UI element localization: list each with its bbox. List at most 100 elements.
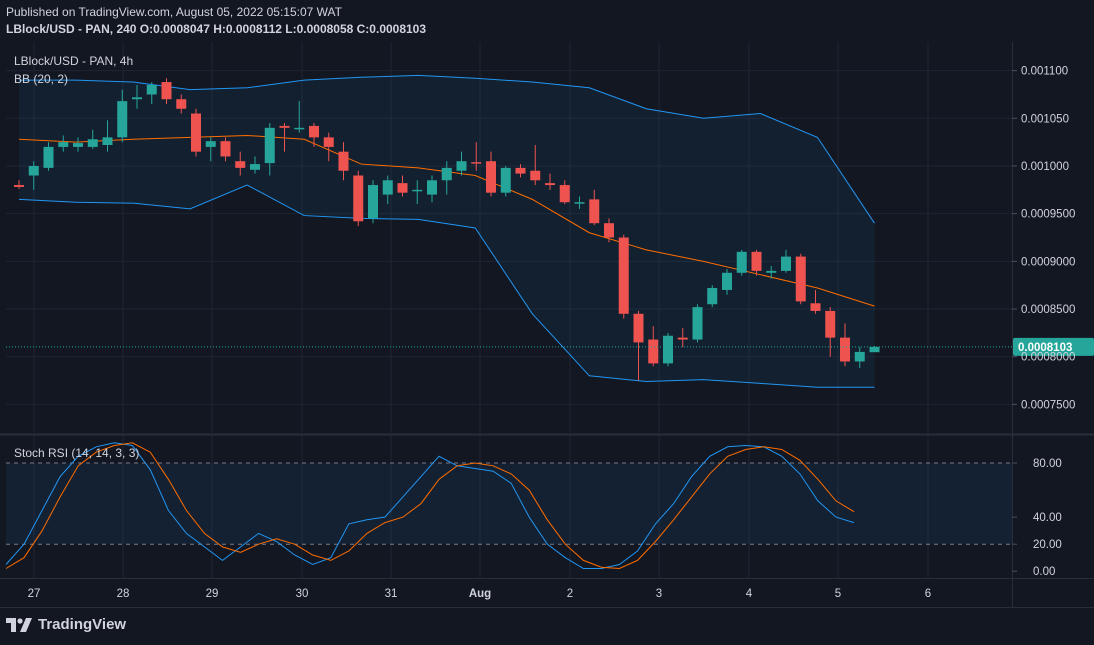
candle-body bbox=[456, 161, 467, 171]
candle bbox=[751, 249, 762, 276]
candle-body bbox=[58, 142, 69, 147]
bb-legend[interactable]: BB (20, 2) bbox=[14, 72, 69, 86]
candle bbox=[545, 173, 555, 190]
tradingview-footer[interactable]: TradingView bbox=[6, 616, 126, 633]
candle-body bbox=[382, 180, 393, 195]
candle-body bbox=[250, 164, 260, 170]
candle bbox=[250, 156, 260, 174]
candle bbox=[73, 137, 83, 152]
candle-body bbox=[323, 137, 334, 147]
axes: 0.001100 0.001050 0.001000 0.0009500 0.00090… bbox=[0, 42, 1094, 608]
tradingview-brand: TradingView bbox=[38, 616, 127, 633]
candle-body bbox=[205, 141, 216, 147]
candle bbox=[869, 346, 880, 353]
candle-body bbox=[545, 183, 555, 186]
candle bbox=[722, 268, 732, 295]
date-tick-label: Aug bbox=[469, 588, 491, 600]
date-tick-label: 3 bbox=[656, 588, 662, 600]
candle-body bbox=[309, 125, 319, 138]
candle bbox=[412, 180, 423, 205]
candle-body bbox=[810, 303, 821, 311]
candle-body bbox=[28, 165, 39, 176]
candle-body bbox=[220, 141, 231, 157]
price-tick-label: 0.001100 bbox=[1021, 66, 1068, 78]
candle bbox=[264, 123, 275, 176]
candle-body bbox=[663, 335, 673, 364]
candle-body bbox=[707, 288, 718, 305]
candle-body bbox=[515, 167, 526, 174]
candle-body bbox=[781, 256, 791, 271]
date-tick-label: 29 bbox=[206, 588, 219, 600]
candle-body bbox=[146, 84, 157, 95]
candle bbox=[530, 144, 541, 186]
candle-body bbox=[235, 161, 246, 168]
candle bbox=[382, 175, 393, 205]
candle-body bbox=[132, 97, 142, 100]
price-tick-label: 0.0008000 bbox=[1021, 352, 1075, 364]
last-price-line: 0.0008103 bbox=[6, 337, 1094, 356]
candle-body bbox=[500, 167, 511, 193]
candle-body bbox=[397, 183, 408, 193]
candle bbox=[132, 84, 142, 109]
candle bbox=[176, 94, 187, 114]
candle-body bbox=[427, 180, 437, 195]
stoch-d-line bbox=[5, 442, 855, 570]
candle-body bbox=[530, 170, 541, 181]
candle bbox=[854, 347, 865, 369]
candle bbox=[161, 78, 172, 104]
tradingview-logo-icon bbox=[6, 617, 32, 632]
candle bbox=[279, 123, 290, 152]
candle bbox=[397, 175, 408, 197]
price-tick-label: 0.001050 bbox=[1021, 113, 1069, 125]
candle bbox=[58, 135, 69, 152]
date-tick-label: 5 bbox=[835, 588, 841, 600]
date-tick-label: 27 bbox=[28, 588, 41, 600]
candle-body bbox=[795, 256, 806, 302]
candle bbox=[191, 108, 201, 157]
candle bbox=[235, 151, 246, 176]
candle bbox=[220, 137, 231, 162]
candle bbox=[14, 180, 24, 189]
candle-body bbox=[618, 237, 629, 314]
bb-fill-area bbox=[19, 75, 875, 388]
candle-body bbox=[648, 339, 659, 364]
candle-body bbox=[692, 307, 703, 340]
stoch-tick-label: 20.00 bbox=[1033, 539, 1062, 551]
bollinger-band-fill bbox=[19, 75, 875, 388]
candle bbox=[825, 307, 836, 357]
price-tick-label: 0.0009500 bbox=[1021, 209, 1075, 221]
candle-body bbox=[117, 101, 128, 138]
candle-body bbox=[677, 337, 688, 340]
price-grid bbox=[6, 42, 1012, 578]
symbol-legend[interactable]: LBlock/USD - PAN, 4h bbox=[14, 54, 134, 68]
candle-body bbox=[43, 146, 54, 168]
candle-body bbox=[854, 351, 865, 362]
candle bbox=[781, 249, 791, 273]
candle bbox=[692, 304, 703, 343]
candle-body bbox=[869, 346, 880, 353]
candle bbox=[28, 161, 39, 190]
stoch-tick-label: 0.00 bbox=[1033, 566, 1055, 578]
candle bbox=[736, 249, 747, 276]
candle bbox=[294, 101, 305, 133]
bb-lower-line bbox=[18, 184, 875, 388]
candle-body bbox=[368, 185, 378, 219]
candle-body bbox=[751, 251, 762, 271]
stoch-legend[interactable]: Stoch RSI (14, 14, 3, 3) bbox=[14, 446, 140, 460]
candle bbox=[589, 189, 600, 226]
candle bbox=[87, 129, 98, 149]
candle-body bbox=[191, 113, 201, 152]
candle bbox=[323, 132, 334, 162]
candle bbox=[368, 180, 378, 224]
candle-body bbox=[176, 99, 187, 109]
price-tick-label: 0.0009000 bbox=[1021, 256, 1075, 268]
price-tick-label: 0.001000 bbox=[1021, 161, 1069, 173]
date-tick-label: 30 bbox=[296, 588, 309, 600]
candle bbox=[663, 332, 673, 367]
candle bbox=[146, 82, 157, 104]
last-price-label: 0.0008103 bbox=[1018, 342, 1072, 354]
candle-body bbox=[471, 162, 482, 164]
candle bbox=[102, 120, 113, 152]
candle bbox=[515, 164, 526, 178]
